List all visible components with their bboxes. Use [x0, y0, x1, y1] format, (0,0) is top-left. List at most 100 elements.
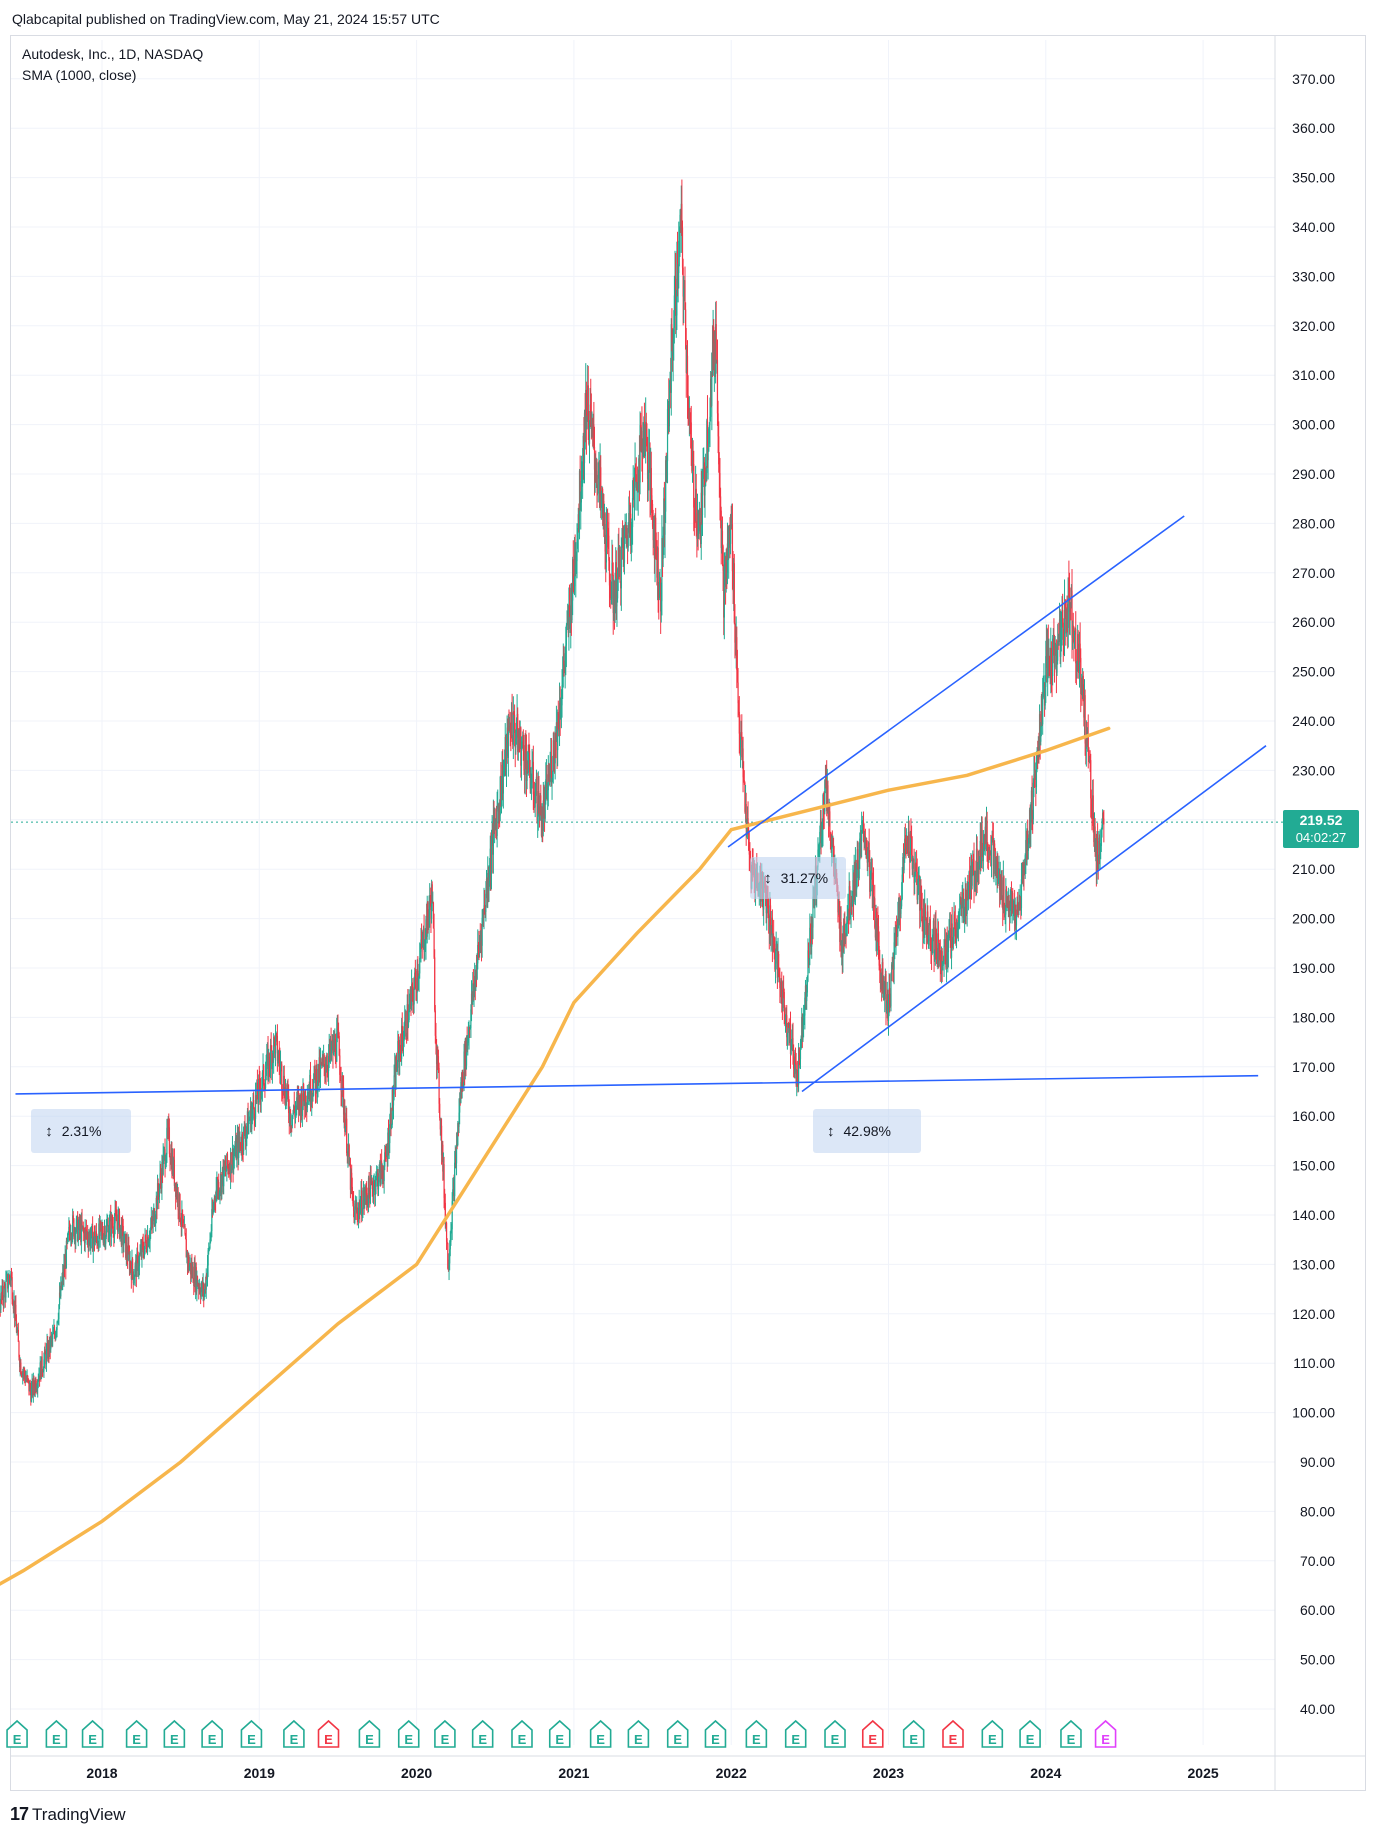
candle-body	[266, 1053, 268, 1069]
candle-body	[84, 1228, 86, 1244]
candle-body	[675, 315, 677, 317]
candle-body	[1079, 643, 1081, 658]
candle-body	[99, 1221, 101, 1236]
candle-body	[1060, 631, 1062, 657]
earnings-marker	[704, 1719, 727, 1748]
candle-body	[411, 984, 413, 987]
candle-body	[935, 944, 938, 950]
candle-body	[560, 709, 562, 719]
candle-body	[229, 1168, 231, 1177]
candle-body	[465, 1038, 468, 1066]
candle-body	[213, 1206, 215, 1208]
candle-body	[790, 1041, 792, 1055]
candle-body	[188, 1256, 190, 1270]
candle-body	[134, 1265, 136, 1277]
candle-body	[1057, 640, 1059, 642]
candle-body	[884, 989, 886, 1000]
candle-body	[43, 1359, 45, 1372]
x-tick-label: 2021	[558, 1765, 589, 1781]
candle-body	[82, 1225, 84, 1231]
candle-body	[381, 1171, 383, 1173]
candle-body	[999, 875, 1001, 891]
candle-body	[1048, 658, 1050, 660]
candle-body	[738, 711, 740, 734]
candle-body	[985, 826, 987, 837]
candle-body	[875, 911, 877, 938]
candle-body	[632, 478, 634, 498]
candle-body	[218, 1192, 220, 1196]
earnings-marker	[201, 1719, 223, 1748]
candle-body	[188, 1266, 190, 1270]
tradingview-logo[interactable]: 17 TradingView	[10, 1804, 126, 1825]
candle-body	[581, 478, 583, 482]
candle-body	[69, 1232, 71, 1239]
candle-body	[59, 1292, 61, 1297]
candle-body	[894, 937, 896, 939]
candle-body	[770, 933, 772, 938]
candle-body	[585, 389, 587, 436]
candle-body	[725, 562, 727, 587]
candle-body	[744, 783, 746, 812]
candle-body	[405, 1013, 407, 1036]
candle-body	[786, 1033, 788, 1038]
candle-body	[78, 1218, 81, 1231]
candle-body	[284, 1087, 287, 1104]
candle-body	[235, 1138, 237, 1160]
candle-body	[311, 1093, 313, 1096]
candle-body	[45, 1354, 47, 1365]
candle-body	[151, 1221, 154, 1225]
candle-body	[28, 1379, 30, 1392]
candle-body	[437, 1050, 439, 1057]
candle-body	[29, 1383, 31, 1391]
candle-body	[242, 1148, 244, 1151]
candle-body	[670, 324, 672, 393]
candle-body	[1035, 756, 1038, 788]
candle-body	[394, 1067, 396, 1089]
candle-body	[767, 901, 769, 914]
candle-body	[285, 1087, 287, 1100]
earnings-marker-label: E	[791, 1732, 800, 1747]
candle-body	[639, 425, 641, 483]
candle-body	[450, 1229, 452, 1242]
candle-body	[796, 1073, 798, 1081]
candle-body	[773, 940, 775, 944]
candle-body	[533, 800, 536, 808]
candle-body	[342, 1087, 345, 1115]
candle-body	[811, 925, 813, 928]
candle-body	[491, 829, 493, 844]
candle-body	[584, 412, 586, 436]
candle-body	[902, 856, 904, 875]
candle-body	[1090, 760, 1092, 799]
earnings-marker-label: E	[365, 1732, 374, 1747]
measurement-label[interactable]: ↕ 42.98%	[812, 1109, 921, 1154]
candle-body	[893, 942, 895, 970]
candle-body	[110, 1216, 112, 1237]
candle-body	[856, 877, 858, 890]
candle-body	[179, 1194, 181, 1220]
y-tick-label: 360.00	[1292, 120, 1335, 136]
measurement-label[interactable]: ↕ 31.27%	[750, 857, 847, 900]
candle-body	[653, 521, 655, 541]
candle-body	[536, 776, 538, 821]
measurement-label[interactable]: ↕ 2.31%	[31, 1109, 132, 1154]
candle-body	[116, 1220, 118, 1222]
candle-body	[727, 543, 729, 559]
candle-body	[1020, 896, 1022, 909]
candle-body	[781, 1003, 783, 1011]
candle-body	[626, 539, 629, 548]
candle-body	[863, 832, 865, 844]
candle-body	[220, 1173, 222, 1193]
candle-body	[461, 1071, 463, 1088]
candle-body	[414, 972, 416, 979]
candle-body	[419, 957, 421, 974]
candle-body	[985, 820, 988, 837]
candle-body	[155, 1216, 157, 1222]
earnings-marker	[861, 1719, 884, 1748]
candle-body	[128, 1245, 130, 1253]
candle-body	[565, 625, 568, 646]
candle-body	[347, 1148, 349, 1157]
candle-body	[7, 1284, 9, 1289]
candle-body	[676, 251, 679, 289]
earnings-marker-label: E	[247, 1732, 256, 1747]
